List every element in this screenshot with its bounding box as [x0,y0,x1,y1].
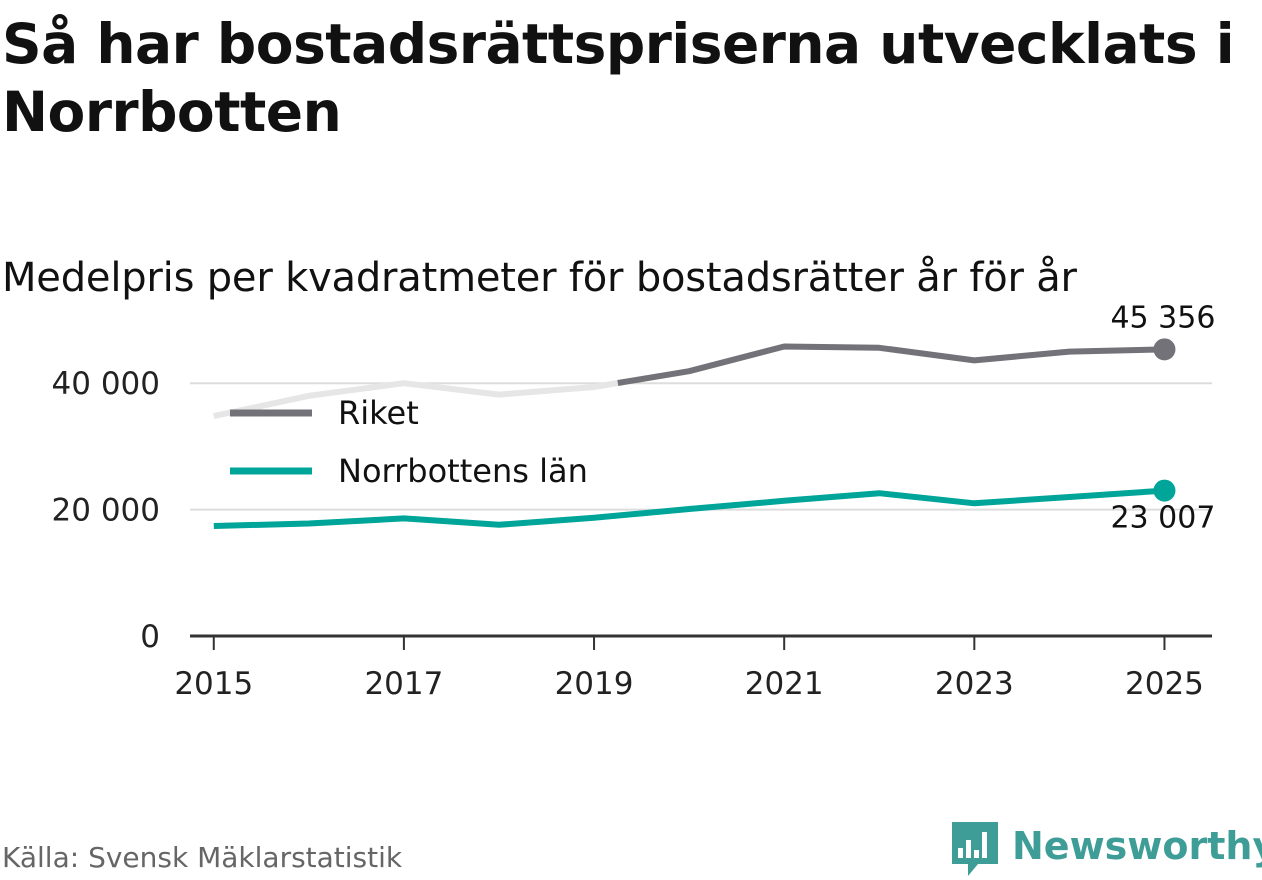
series-line-riket [617,343,1165,386]
source-note: Källa: Svensk Mäklarstatistik [2,841,403,874]
y-tick-label: 0 [140,619,160,655]
legend-label-riket: Riket [338,394,419,432]
series-line-riket-faded [213,380,619,420]
line-chart: 0 20 000 40 000 2015 2017 2019 2021 2023 2025 Ri… [52,300,1216,702]
x-tick-label: 2023 [935,666,1014,702]
newsworthy-logo: Newsworthy [950,820,1262,880]
label-layer: 45 356 23 007 [1110,300,1215,535]
legend-label-norrbotten: Norrbottens län [338,452,588,490]
legend: Riket Norrbottens län [230,394,588,490]
x-tick-label: 2015 [174,666,253,702]
y-tick-label: 40 000 [52,366,160,402]
x-tick-label: 2019 [555,666,634,702]
end-label-norrbotten: 23 007 [1110,501,1215,536]
x-tick-label: 2021 [745,666,824,702]
chart-title: Så har bostadsrättspriserna utvecklats i… [2,12,1235,144]
chart-subtitle: Medelpris per kvadratmeter för bostadsrä… [2,255,1077,301]
end-point-norrbotten [1153,479,1176,502]
series-line-norrbotten [213,487,1165,529]
series-layer [213,338,1176,529]
brand-name: Newsworthy [1012,824,1262,868]
axis-layer: 0 20 000 40 000 2015 2017 2019 2021 2023 2025 [52,366,1212,702]
end-label-riket: 45 356 [1110,300,1215,335]
x-tick-label: 2025 [1125,666,1204,702]
newsworthy-logo-icon [952,822,998,876]
y-tick-label: 20 000 [52,493,160,529]
x-tick-label: 2017 [364,666,443,702]
end-point-riket [1153,338,1176,361]
